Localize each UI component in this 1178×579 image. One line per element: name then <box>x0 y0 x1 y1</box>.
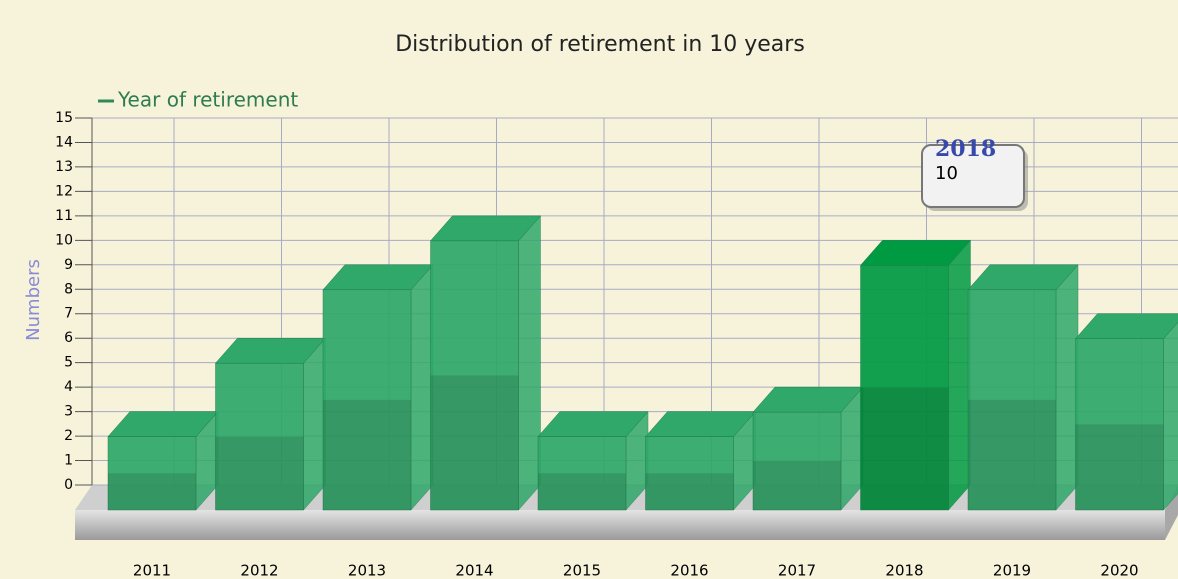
tooltip-box <box>921 144 1025 208</box>
y-tick-label: 3 <box>64 404 73 420</box>
bar-shade <box>1075 424 1164 510</box>
bar-front <box>967 289 1057 511</box>
x-tick-label: 2015 <box>563 562 601 579</box>
y-tick-label: 15 <box>55 110 73 126</box>
tooltip-category: 2018 <box>935 136 996 162</box>
bar <box>644 410 757 511</box>
bar-front <box>430 240 519 511</box>
y-tick-label: 9 <box>64 257 73 273</box>
y-tick-label: 2 <box>64 428 73 444</box>
bar-shade <box>108 473 196 510</box>
bar <box>1074 313 1178 511</box>
bar-side <box>303 337 326 511</box>
bar <box>214 337 327 511</box>
y-tick-label: 12 <box>55 183 73 199</box>
bar-shade <box>753 461 841 510</box>
bar <box>967 264 1079 511</box>
bar-front <box>860 265 949 511</box>
bar-shade <box>430 375 519 510</box>
bar-side <box>410 264 434 511</box>
bar <box>322 264 434 511</box>
x-tick-label: 2012 <box>240 562 278 579</box>
bar-front <box>752 411 842 511</box>
floor-side <box>1165 485 1178 540</box>
bar-shade <box>323 399 411 510</box>
y-tick-label: 1 <box>64 453 73 469</box>
y-tick-label: 5 <box>64 355 73 371</box>
bar <box>429 215 542 511</box>
bar-front <box>215 362 304 511</box>
bar-front <box>1075 338 1164 511</box>
y-tick-label: 11 <box>55 208 73 224</box>
bar-side <box>1163 321 1178 511</box>
bar-shade <box>538 473 626 510</box>
bar-side <box>518 215 541 511</box>
tooltip: 2018 10 <box>921 136 1028 211</box>
bar-shade <box>860 387 949 510</box>
bar-shade <box>215 436 304 510</box>
bar-side <box>948 239 971 511</box>
y-tick-label: 14 <box>55 134 73 150</box>
bar-front <box>645 436 734 511</box>
x-tick-label: 2018 <box>885 562 923 579</box>
bar <box>107 410 219 511</box>
y-tick-label: 7 <box>64 306 73 322</box>
bar <box>859 239 972 511</box>
x-tick-label: 2013 <box>348 562 386 579</box>
legend-label: Year of retirement <box>117 88 298 112</box>
bar <box>752 386 864 511</box>
floor-front <box>75 510 1165 540</box>
x-tick-label: 2019 <box>993 562 1031 579</box>
y-tick-label: 8 <box>64 281 73 297</box>
x-tick-label: 2016 <box>670 562 708 579</box>
bar-front <box>322 289 412 511</box>
bar-shade <box>968 399 1056 510</box>
bar <box>537 410 649 511</box>
y-tick-label: 10 <box>55 232 73 248</box>
bar-shade <box>645 473 734 510</box>
x-tick-label: 2017 <box>778 562 816 579</box>
y-axis-label: Numbers <box>23 259 44 341</box>
chart-title: Distribution of retirement in 10 years <box>395 32 805 57</box>
tooltip-value: 10 <box>935 163 958 184</box>
y-tick-label: 0 <box>64 477 73 493</box>
bar-side <box>1055 264 1079 511</box>
y-tick-label: 13 <box>55 159 73 175</box>
bar-front <box>537 436 627 511</box>
x-tick-label: 2020 <box>1100 562 1138 579</box>
y-tick-label: 6 <box>64 330 73 346</box>
y-tick-label: 4 <box>64 379 73 395</box>
bar-front <box>107 436 197 511</box>
x-tick-label: 2011 <box>133 562 171 579</box>
x-tick-label: 2014 <box>455 562 493 579</box>
